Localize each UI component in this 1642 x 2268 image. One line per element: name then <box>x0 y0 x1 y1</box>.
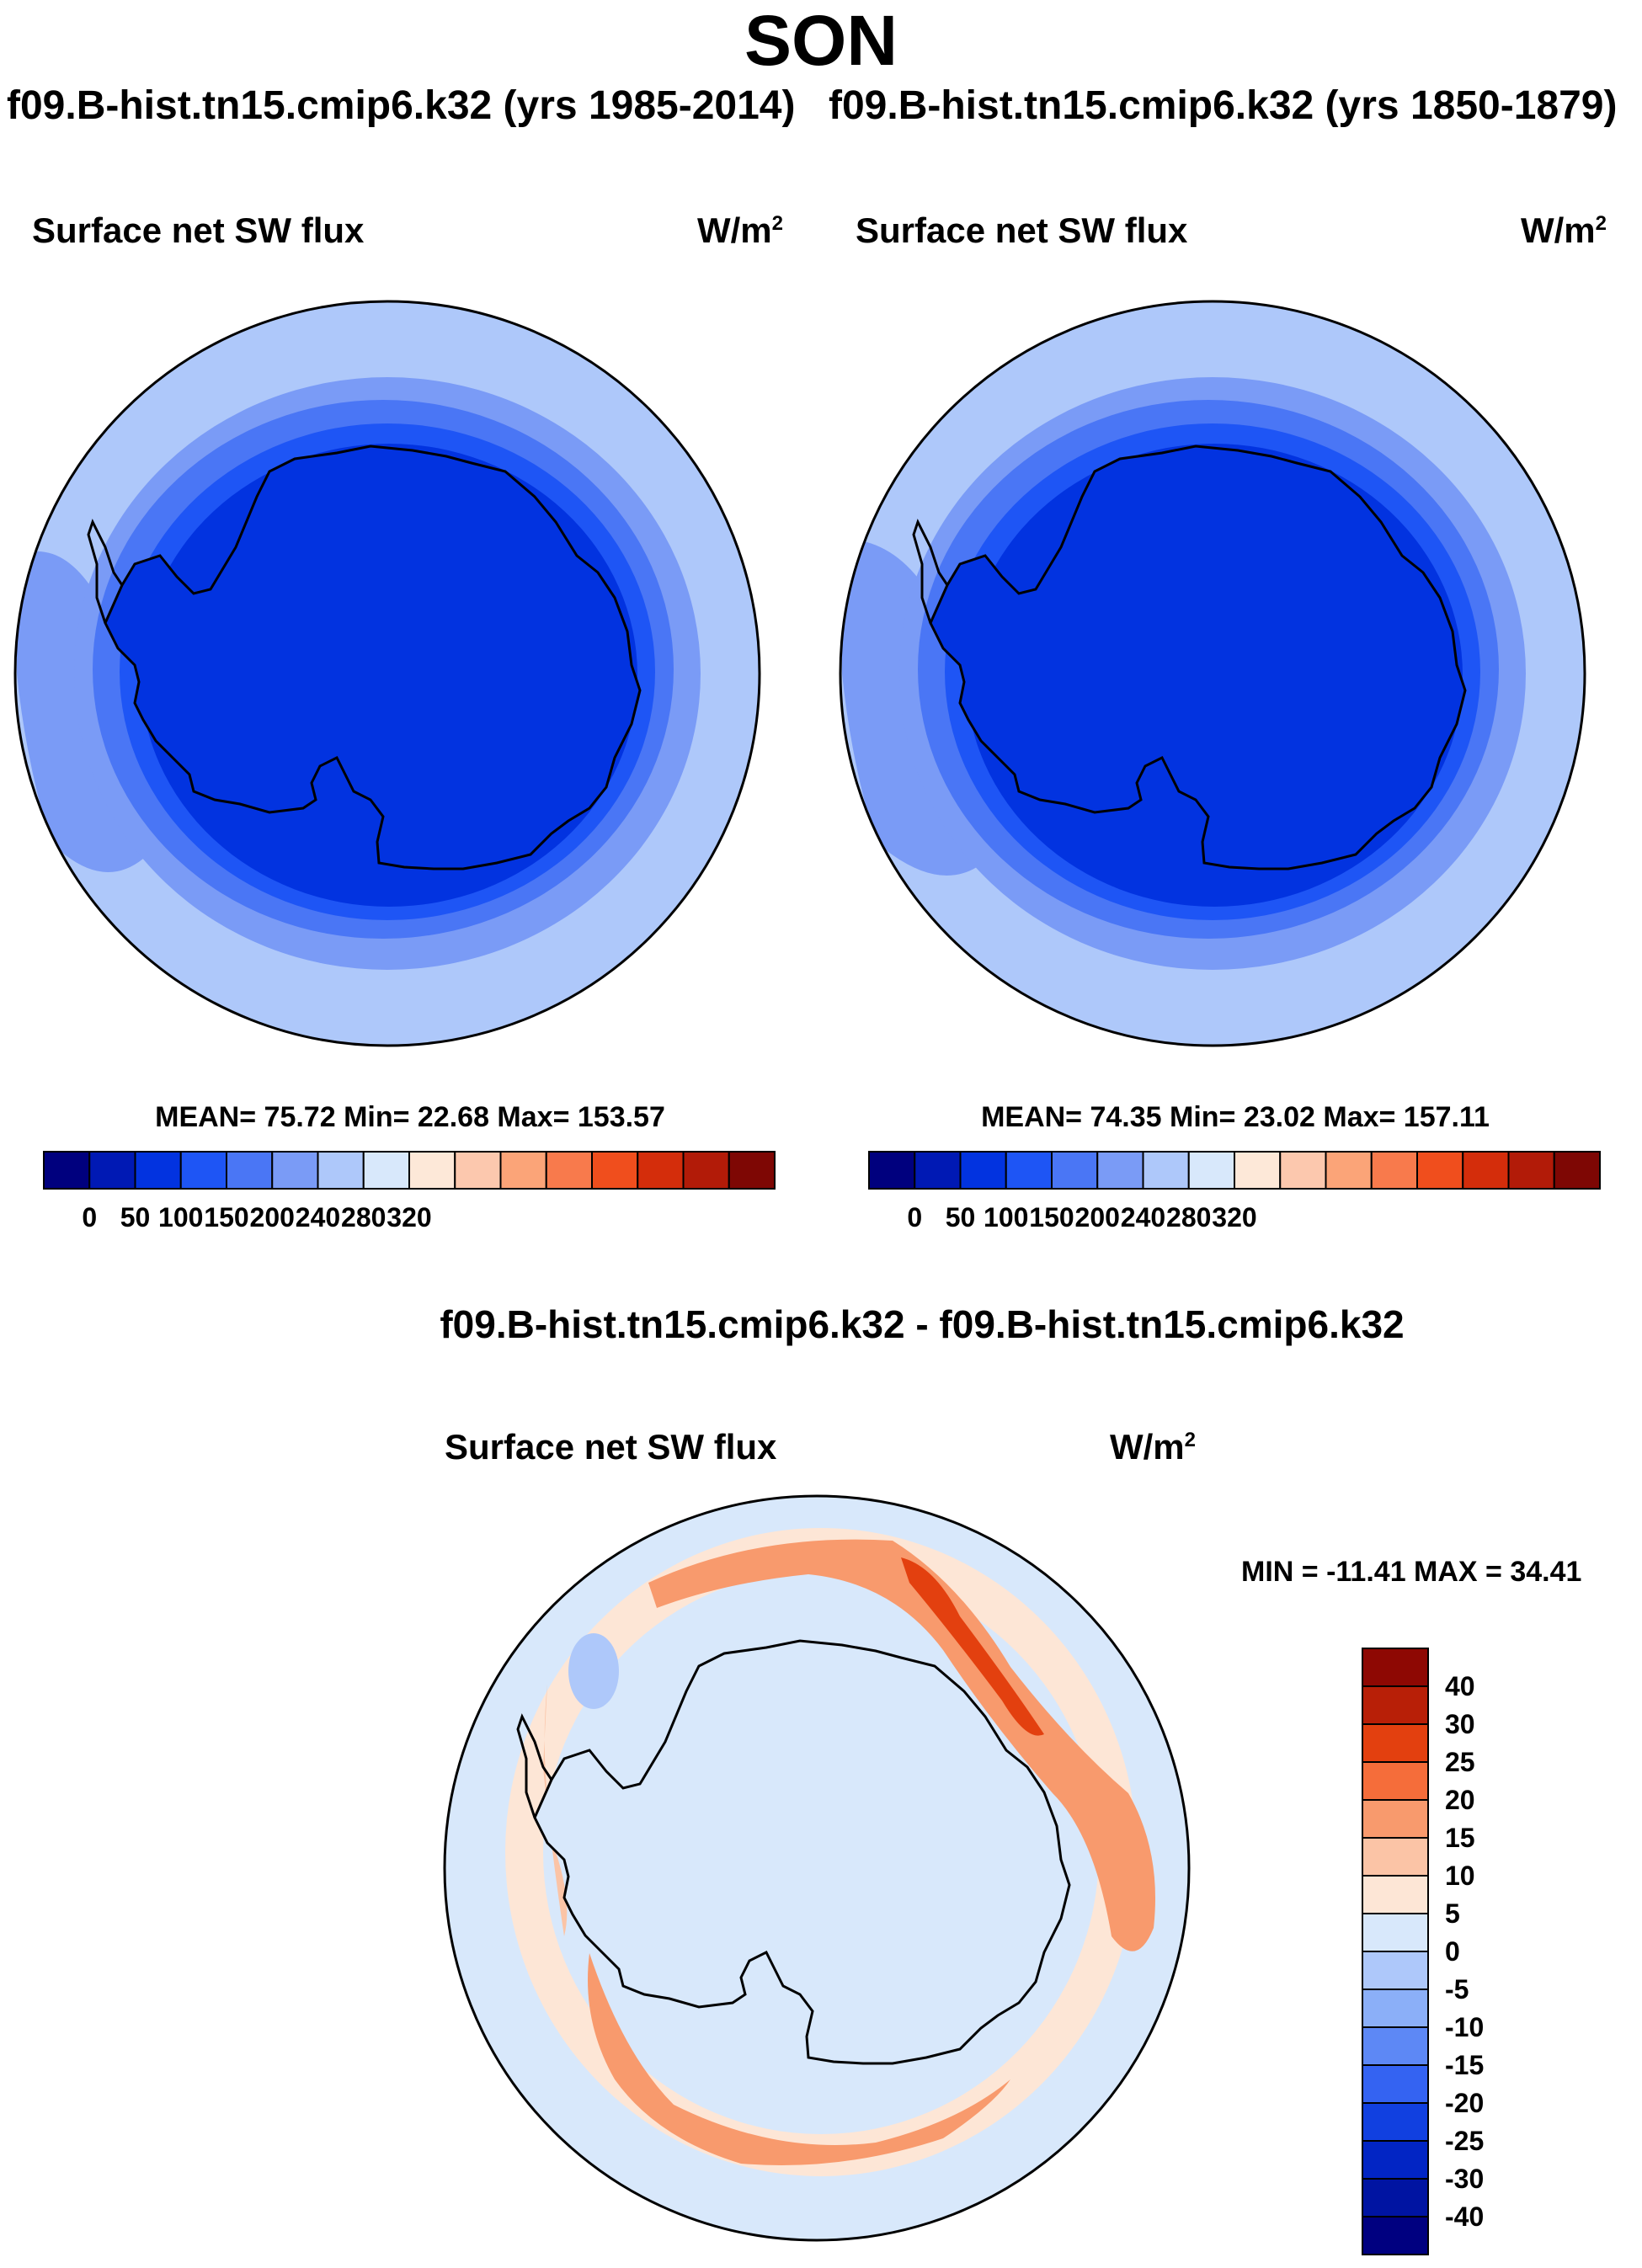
colorbar-left-tick-label: 320 <box>387 1202 432 1232</box>
colorbar-right-swatch <box>868 1151 916 1190</box>
colorbar-right <box>868 1151 1601 1190</box>
colorbar-right-swatch <box>1005 1151 1053 1190</box>
colorbar-right-swatch <box>1370 1151 1418 1190</box>
right-variable-label: Surface net SW flux <box>856 210 1188 250</box>
colorbar-right-swatch <box>1142 1151 1190 1190</box>
colorbar-left <box>43 1151 776 1190</box>
colorbar-left-swatch <box>271 1151 319 1190</box>
colorbar-diff-tick-label: 40 <box>1445 1671 1475 1701</box>
colorbar-left-swatch <box>499 1151 547 1190</box>
colorbar-right-swatch <box>1462 1151 1510 1190</box>
colorbar-right-swatch <box>1096 1151 1144 1190</box>
colorbar-left-tick-label: 50 <box>120 1202 151 1232</box>
colorbar-right-swatch <box>1325 1151 1373 1190</box>
colorbar-right-tick-label: 280 <box>1166 1202 1212 1232</box>
colorbar-diff-tick-label: -40 <box>1445 2201 1485 2232</box>
colorbar-right-tick-label: 0 <box>907 1202 923 1232</box>
colorbar-right-swatch <box>1507 1151 1555 1190</box>
colorbar-diff-tick-label: 20 <box>1445 1785 1475 1815</box>
colorbar-right-tick-label: 200 <box>1074 1202 1120 1232</box>
colorbar-diff-tick-label: 10 <box>1445 1861 1475 1891</box>
diff-unit-label: W/m2 <box>1110 1427 1197 1467</box>
right-unit-label: W/m2 <box>1521 210 1607 250</box>
right-case-title: f09.B-hist.tn15.cmip6.k32 (yrs 1850-1879… <box>829 83 1618 128</box>
figure-season-title: SON <box>744 1 898 80</box>
colorbar-left-swatch <box>317 1151 365 1190</box>
colorbar-diff-tick-label: 25 <box>1445 1747 1475 1777</box>
colorbar-right-tick-label: 150 <box>1029 1202 1074 1232</box>
colorbar-right-swatch <box>914 1151 962 1190</box>
colorbar-diff-tick-label: -15 <box>1445 2050 1485 2080</box>
colorbar-right-swatch <box>1234 1151 1282 1190</box>
colorbar-left-swatch <box>362 1151 410 1190</box>
colorbar-diff-swatch <box>1362 1837 1429 1877</box>
colorbar-right-swatch <box>959 1151 1007 1190</box>
colorbar-left-swatch <box>682 1151 730 1190</box>
colorbar-diff-swatch <box>1362 2064 1429 2104</box>
colorbar-diff-tick-label: -30 <box>1445 2164 1485 2194</box>
left-stats: MEAN= 75.72 Min= 22.68 Max= 153.57 <box>155 1101 665 1133</box>
colorbar-right-tick-label: 50 <box>945 1202 976 1232</box>
colorbar-diff-tick-label: -10 <box>1445 2012 1485 2042</box>
colorbar-left-tick-label: 280 <box>341 1202 387 1232</box>
colorbar-diff-swatch <box>1362 2140 1429 2180</box>
colorbar-diff-tick-label: 15 <box>1445 1823 1475 1853</box>
colorbar-right-swatch <box>1051 1151 1099 1190</box>
colorbar-diff-swatch <box>1362 1761 1429 1801</box>
colorbar-diff-swatch <box>1362 1988 1429 2028</box>
colorbar-left-tick-label: 200 <box>249 1202 295 1232</box>
colorbar-right-swatch <box>1416 1151 1464 1190</box>
colorbar-diff-tick-label: 30 <box>1445 1709 1475 1739</box>
colorbar-right-swatch <box>1187 1151 1235 1190</box>
colorbar-diff-swatch <box>1362 2026 1429 2066</box>
colorbar-left-swatch <box>179 1151 227 1190</box>
colorbar-left-tick-label: 0 <box>82 1202 98 1232</box>
colorbar-left-swatch <box>134 1151 182 1190</box>
left-variable-label: Surface net SW flux <box>32 210 365 250</box>
colorbar-diff-tick-label: 5 <box>1445 1898 1460 1929</box>
colorbar-diff-swatch <box>1362 2178 1429 2217</box>
colorbar-left-swatch <box>88 1151 136 1190</box>
colorbar-left-swatch <box>226 1151 274 1190</box>
colorbar-difference <box>1362 1648 1429 2255</box>
colorbar-left-swatch <box>454 1151 502 1190</box>
colorbar-left-swatch <box>591 1151 639 1190</box>
colorbar-left-swatch <box>728 1151 776 1190</box>
colorbar-right-tick-label: 100 <box>984 1202 1029 1232</box>
colorbar-diff-tick-label: -20 <box>1445 2088 1485 2118</box>
colorbar-diff-swatch <box>1362 2216 1429 2255</box>
colorbar-diff-tick-label: 0 <box>1445 1936 1460 1967</box>
colorbar-left-swatch <box>408 1151 456 1190</box>
colorbar-right-tick-label: 320 <box>1212 1202 1257 1232</box>
colorbar-diff-swatch <box>1362 2102 1429 2142</box>
right-stats: MEAN= 74.35 Min= 23.02 Max= 157.11 <box>981 1101 1490 1133</box>
left-unit-label: W/m2 <box>697 210 784 250</box>
diff-stats: MIN = -11.41 MAX = 34.41 <box>1241 1556 1582 1588</box>
colorbar-diff-swatch <box>1362 1913 1429 1952</box>
colorbar-diff-swatch <box>1362 1875 1429 1914</box>
colorbar-diff-tick-label: -5 <box>1445 1974 1469 2004</box>
right-map <box>839 300 1586 1047</box>
colorbar-diff-swatch <box>1362 1648 1429 1687</box>
colorbar-left-tick-label: 100 <box>158 1202 204 1232</box>
left-map <box>13 300 761 1047</box>
colorbar-left-swatch <box>43 1151 91 1190</box>
colorbar-left-tick-label: 150 <box>204 1202 249 1232</box>
colorbar-diff-swatch <box>1362 1799 1429 1839</box>
colorbar-diff-tick-label: -25 <box>1445 2126 1485 2156</box>
colorbar-right-swatch <box>1553 1151 1601 1190</box>
difference-title: f09.B-hist.tn15.cmip6.k32 - f09.B-hist.t… <box>440 1302 1405 1346</box>
colorbar-diff-swatch <box>1362 1685 1429 1725</box>
colorbar-left-tick-label: 240 <box>295 1202 341 1232</box>
colorbar-diff-swatch <box>1362 1723 1429 1763</box>
colorbar-left-swatch <box>545 1151 593 1190</box>
diff-variable-label: Surface net SW flux <box>445 1427 777 1467</box>
left-case-title: f09.B-hist.tn15.cmip6.k32 (yrs 1985-2014… <box>7 83 796 128</box>
colorbar-right-swatch <box>1279 1151 1327 1190</box>
difference-map <box>443 1494 1191 2242</box>
colorbar-left-swatch <box>637 1151 685 1190</box>
colorbar-diff-swatch <box>1362 1951 1429 1990</box>
colorbar-right-tick-label: 240 <box>1120 1202 1166 1232</box>
